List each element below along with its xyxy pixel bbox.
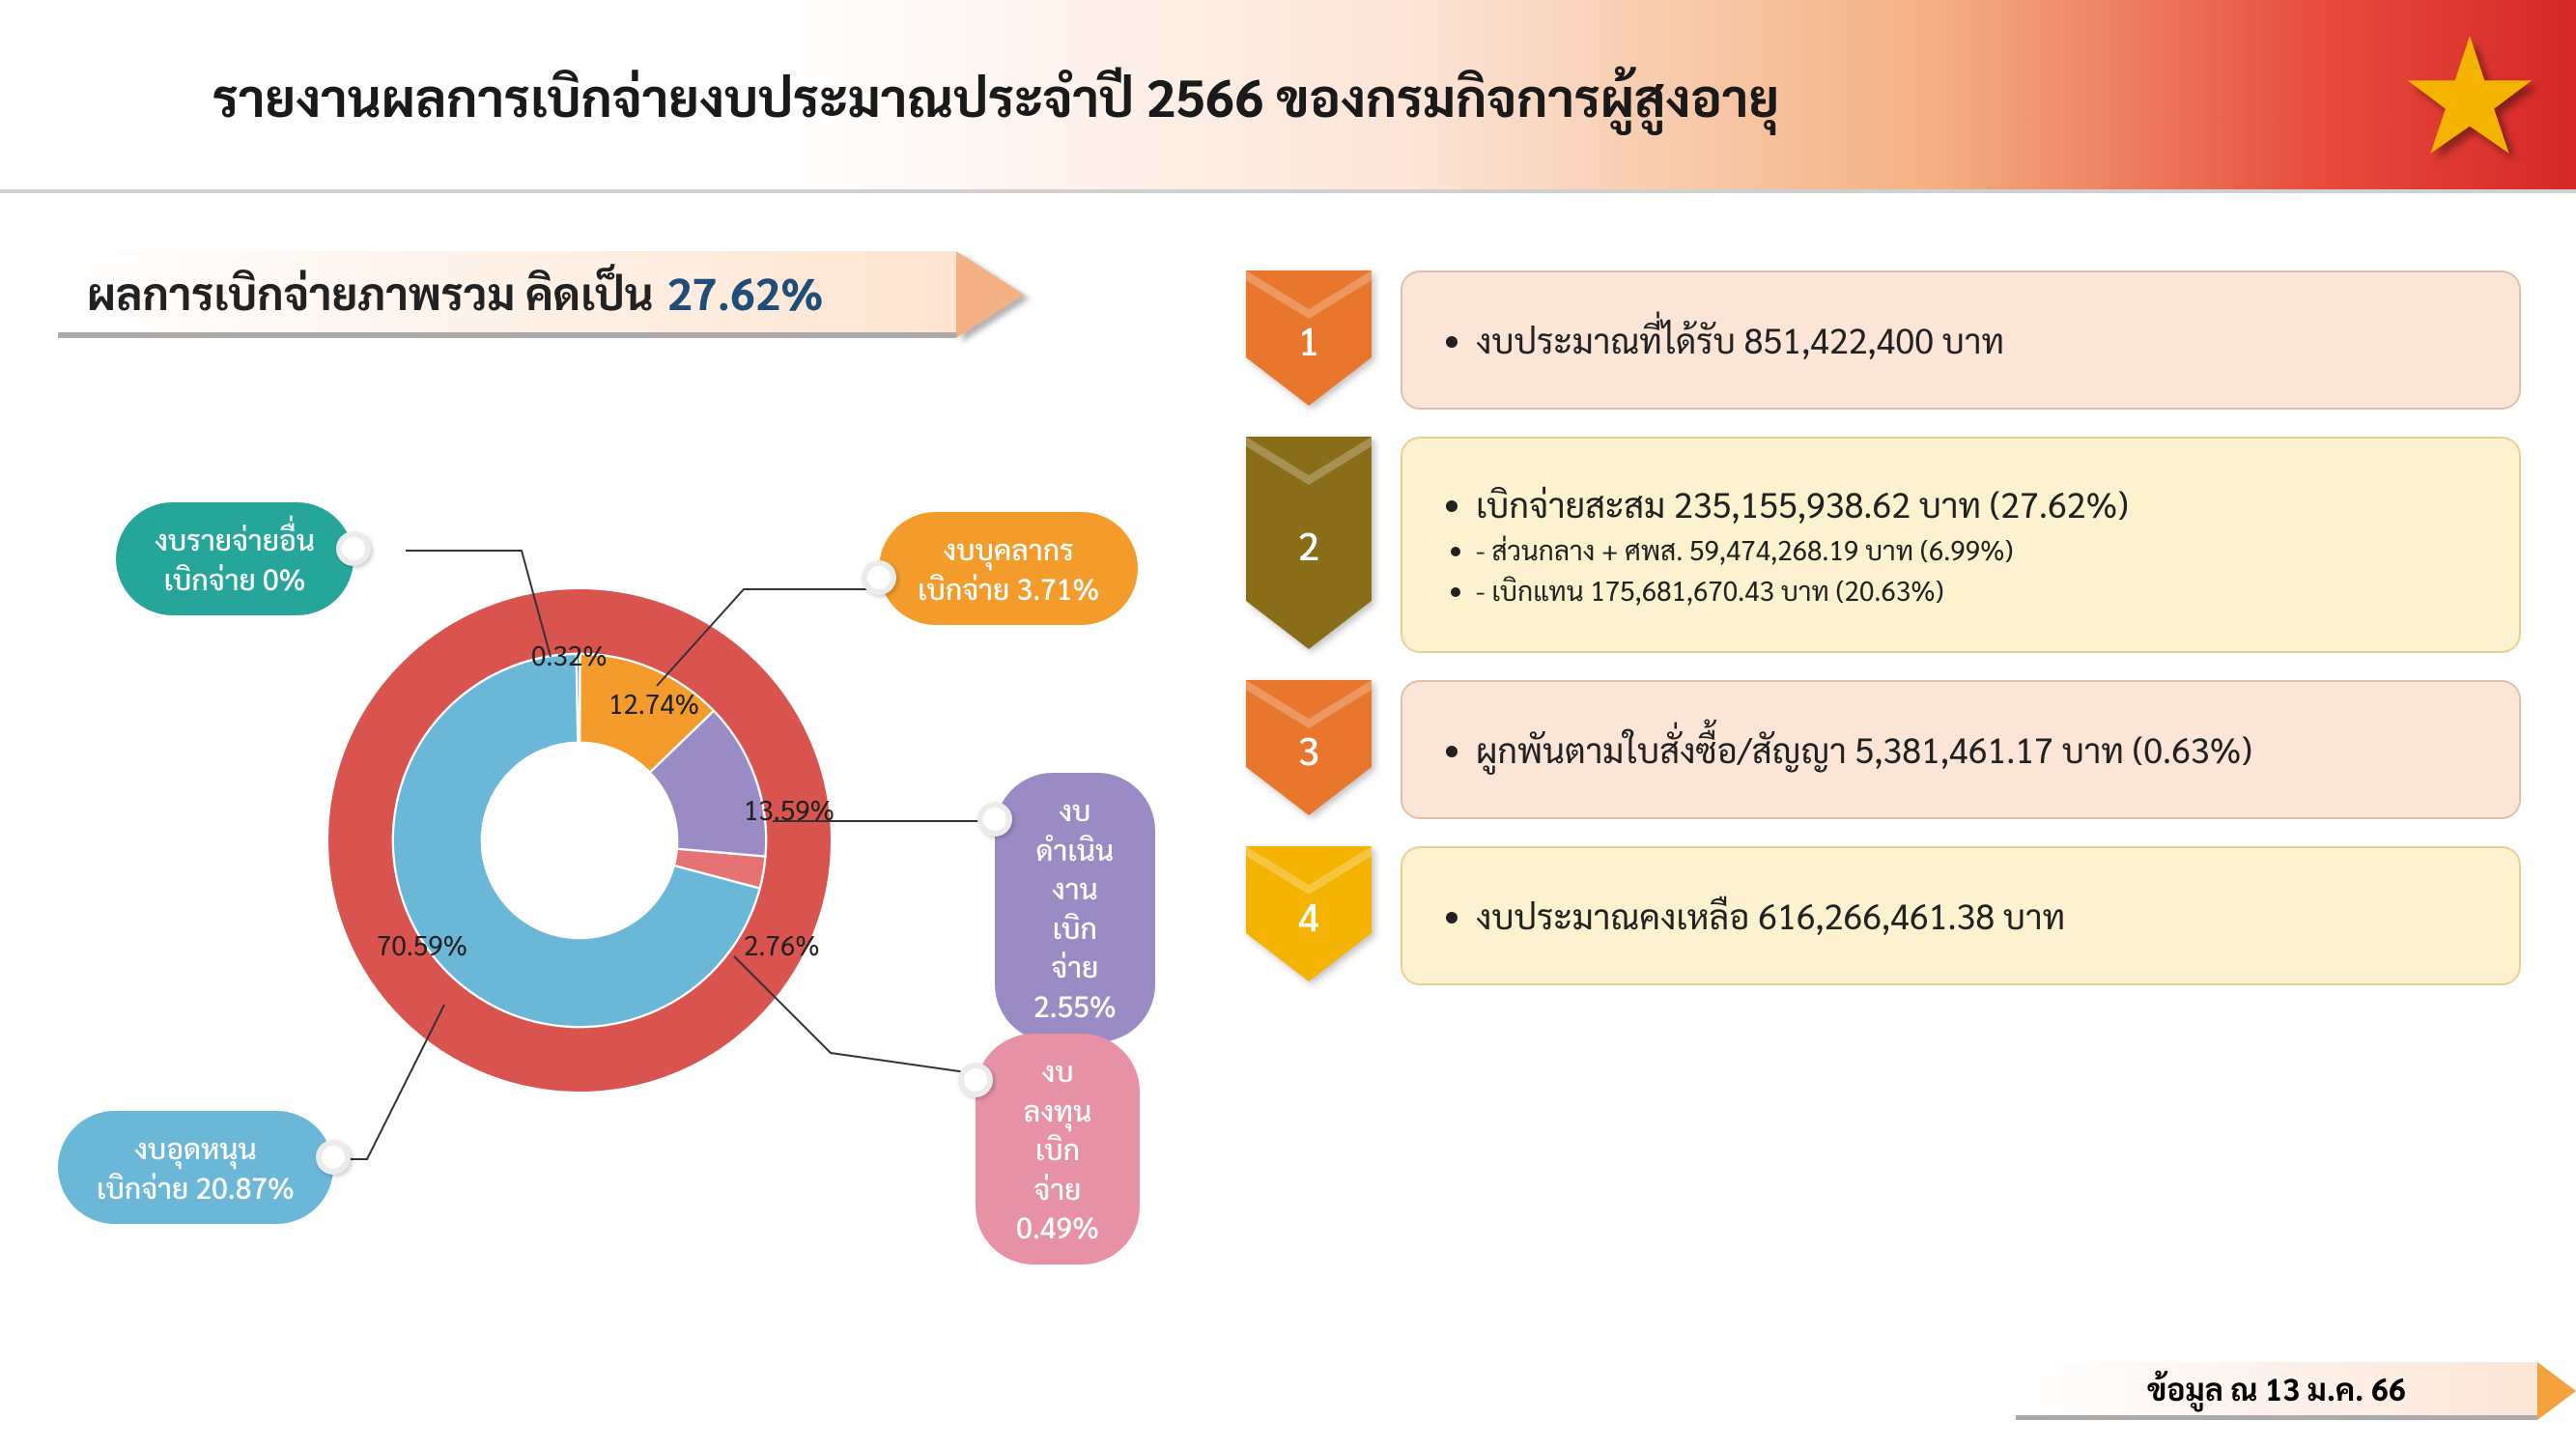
slice-pct-3: 2.76%: [744, 927, 820, 962]
info-row: 2 เบิกจ่ายสะสม 235,155,938.62 บาท (27.62…: [1246, 437, 2521, 653]
callout-operation-l1: งบดำเนินงาน: [1035, 790, 1114, 906]
callout-personnel-l2: เบิกจ่าย 3.71%: [918, 569, 1099, 607]
info-row: 1 งบประมาณที่ได้รับ 851,422,400 บาท: [1246, 270, 2521, 410]
summary-percent: 27.62%: [667, 263, 824, 321]
slice-pct-2: 13.59%: [744, 792, 835, 827]
chevron-number: 1: [1298, 315, 1319, 365]
callout-subsidy: งบอุดหนุน เบิกจ่าย 20.87%: [58, 1111, 333, 1224]
info-line: - เบิกแทน 175,681,670.43 บาท (20.63%): [1476, 573, 2484, 608]
footer-date: ข้อมูล ณ 13 ม.ค. 66: [2016, 1362, 2537, 1420]
info-row: 4 งบประมาณคงเหลือ 616,266,461.38 บาท: [1246, 846, 2521, 985]
header-banner: รายงานผลการเบิกจ่ายงบประมาณประจำปี 2566 …: [0, 0, 2576, 193]
callout-other: งบรายจ่ายอื่น เบิกจ่าย 0%: [116, 502, 354, 615]
info-line: - ส่วนกลาง + ศพส. 59,474,268.19 บาท (6.9…: [1476, 532, 2484, 567]
info-line: งบประมาณคงเหลือ 616,266,461.38 บาท: [1476, 894, 2484, 938]
page-title: รายงานผลการเบิกจ่ายงบประมาณประจำปี 2566 …: [212, 61, 1779, 129]
callout-invest-l1: งบลงทุน: [1024, 1051, 1092, 1128]
callout-subsidy-l1: งบอุดหนุน: [134, 1128, 257, 1166]
chevron-badge: 1: [1246, 270, 1372, 410]
info-line: เบิกจ่ายสะสม 235,155,938.62 บาท (27.62%): [1476, 482, 2484, 526]
chevron-number: 2: [1298, 520, 1319, 570]
callout-personnel-l1: งบบุคลากร: [943, 529, 1074, 567]
callout-other-l1: งบรายจ่ายอื่น: [155, 520, 315, 557]
callout-invest: งบลงทุน เบิกจ่าย 0.49%: [976, 1034, 1140, 1264]
info-boxes: 1 งบประมาณที่ได้รับ 851,422,400 บาท 2 เบ…: [1246, 270, 2521, 1012]
footer-arrow-icon: [2537, 1362, 2576, 1420]
chevron-badge: 2: [1246, 437, 1372, 653]
callout-personnel: งบบุคลากร เบิกจ่าย 3.71%: [879, 512, 1138, 625]
callout-dot: [336, 531, 371, 566]
slice-pct-1: 12.74%: [609, 686, 699, 721]
slice-pct-0: 0.32%: [531, 638, 608, 672]
callout-dot: [958, 1063, 993, 1097]
callout-subsidy-l2: เบิกจ่าย 20.87%: [97, 1168, 295, 1206]
chevron-badge: 3: [1246, 680, 1372, 819]
callout-other-l2: เบิกจ่าย 0%: [164, 559, 306, 597]
summary-arrow-icon: [956, 251, 1024, 338]
info-line: งบประมาณที่ได้รับ 851,422,400 บาท: [1476, 318, 2484, 362]
info-card: เบิกจ่ายสะสม 235,155,938.62 บาท (27.62%)…: [1401, 437, 2521, 653]
chevron-badge: 4: [1246, 846, 1372, 985]
info-card: งบประมาณคงเหลือ 616,266,461.38 บาท: [1401, 846, 2521, 985]
slice-pct-4: 70.59%: [377, 927, 467, 962]
callout-dot: [977, 802, 1012, 837]
info-row: 3 ผูกพันตามใบสั่งซื้อ/สัญญา 5,381,461.17…: [1246, 680, 2521, 819]
callout-dot: [316, 1140, 351, 1175]
info-card: ผูกพันตามใบสั่งซื้อ/สัญญา 5,381,461.17 บ…: [1401, 680, 2521, 819]
chevron-number: 3: [1298, 724, 1319, 775]
callout-operation: งบดำเนินงาน เบิกจ่าย 2.55%: [995, 773, 1155, 1042]
callout-dot: [862, 560, 896, 595]
donut-chart: 0.32% 12.74% 13.59% 2.76% 70.59% งบรายจ่…: [77, 415, 1140, 1285]
callout-invest-l2: เบิกจ่าย 0.49%: [1016, 1129, 1099, 1245]
summary-label: ผลการเบิกจ่ายภาพรวม คิดเป็น: [87, 263, 654, 321]
summary-banner: ผลการเบิกจ่ายภาพรวม คิดเป็น 27.62%: [58, 251, 956, 338]
star-icon: [2402, 29, 2537, 164]
chevron-number: 4: [1298, 891, 1319, 941]
callout-operation-l2: เบิกจ่าย 2.55%: [1033, 908, 1117, 1024]
info-card: งบประมาณที่ได้รับ 851,422,400 บาท: [1401, 270, 2521, 410]
info-line: ผูกพันตามใบสั่งซื้อ/สัญญา 5,381,461.17 บ…: [1476, 727, 2484, 772]
footer-date-text: ข้อมูล ณ 13 ม.ค. 66: [2147, 1369, 2406, 1408]
